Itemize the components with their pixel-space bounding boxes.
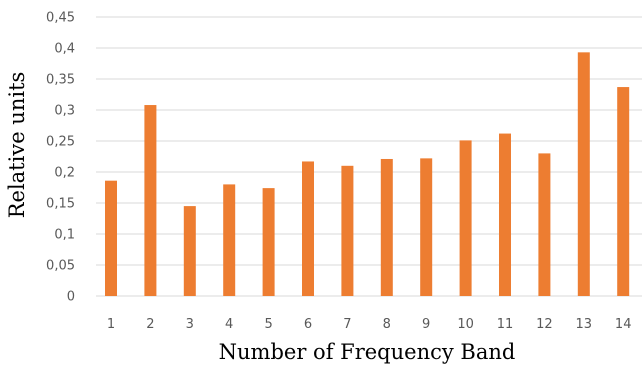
bar <box>380 158 393 296</box>
bar <box>499 133 511 296</box>
gridlines <box>96 16 642 297</box>
bar <box>538 153 551 296</box>
x-tick-label: 6 <box>304 317 312 332</box>
bar <box>223 184 236 296</box>
x-tick-label: 8 <box>383 317 391 332</box>
y-tick-label: 0,1 <box>54 228 75 243</box>
bar <box>577 52 590 297</box>
x-tick-label: 9 <box>422 317 430 332</box>
x-axis-ticks: 1 2 3 4 5 6 7 8 9 10 11 12 13 14 <box>107 317 632 332</box>
y-tick-label: 0,45 <box>46 11 75 26</box>
y-tick-label: 0,3 <box>54 104 75 119</box>
bar <box>459 140 472 296</box>
bar <box>144 105 157 296</box>
y-axis-title: Relative units <box>5 72 29 219</box>
x-tick-label: 3 <box>186 317 194 332</box>
y-axis-ticks: 0 0,05 0,1 0,15 0,2 0,25 0,3 0,35 0,4 0,45 <box>46 11 75 305</box>
bar <box>302 161 314 296</box>
bar <box>341 165 354 296</box>
y-tick-label: 0,4 <box>54 42 75 57</box>
bar <box>420 158 433 296</box>
x-tick-label: 2 <box>146 317 154 332</box>
y-tick-label: 0,35 <box>46 73 75 88</box>
y-tick-label: 0,2 <box>54 166 75 181</box>
bar <box>262 188 275 296</box>
bars <box>105 52 630 297</box>
y-tick-label: 0,25 <box>46 135 75 150</box>
bar <box>105 180 117 296</box>
x-tick-label: 5 <box>264 317 272 332</box>
y-tick-label: 0,15 <box>46 197 75 212</box>
y-tick-label: 0,05 <box>46 259 75 274</box>
x-tick-label: 10 <box>457 317 474 332</box>
x-tick-label: 14 <box>615 317 632 332</box>
x-tick-label: 7 <box>343 317 351 332</box>
y-tick-label: 0 <box>67 290 75 305</box>
x-tick-label: 4 <box>225 317 233 332</box>
bar <box>183 206 196 296</box>
x-tick-label: 13 <box>576 317 593 332</box>
x-axis-title: Number of Frequency Band <box>219 340 516 364</box>
x-tick-label: 1 <box>107 317 115 332</box>
x-tick-label: 12 <box>536 317 553 332</box>
x-tick-label: 11 <box>497 317 514 332</box>
bar <box>617 87 630 296</box>
